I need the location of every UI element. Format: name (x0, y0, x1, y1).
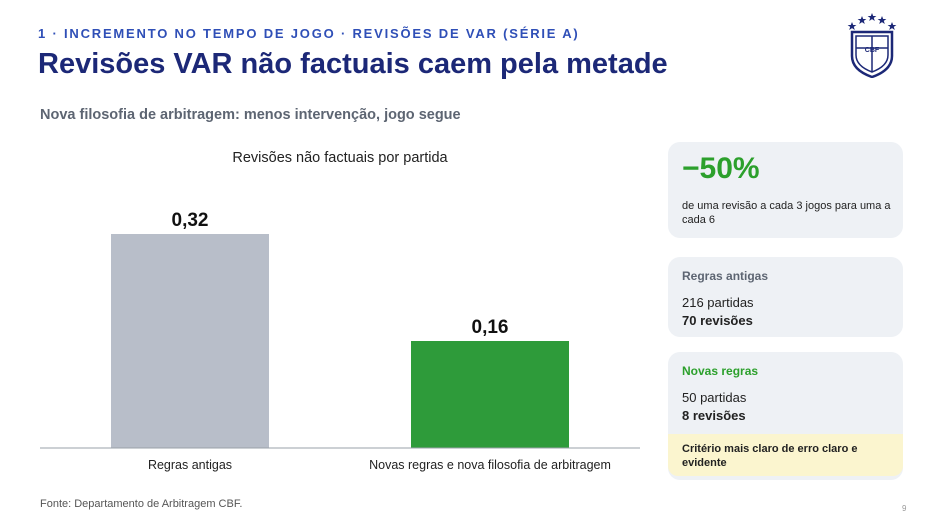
new-rules-label: Novas regras (682, 364, 759, 378)
old-rules-matches: 216 partidas (682, 295, 754, 310)
source-note: Fonte: Departamento de Arbitragem CBF. (40, 498, 243, 510)
new-rules-reviews: 8 revisões (682, 408, 746, 423)
page-title: Revisões VAR não factuais caem pela meta… (38, 48, 668, 80)
category-label-1: Regras antigas (148, 458, 232, 472)
cbf-logo: CBF (847, 13, 897, 78)
bar-value-label-1: 0,32 (172, 210, 209, 231)
old-rules-reviews: 70 revisões (682, 313, 753, 328)
criteria-note: Critério mais claro de erro claro e evid… (668, 434, 903, 476)
section-eyebrow: 1 · INCREMENTO NO TEMPO DE JOGO · REVISÕ… (38, 26, 580, 41)
reduction-card: −50% de uma revisão a cada 3 jogos para … (668, 142, 903, 238)
page-subtitle: Nova filosofia de arbitragem: menos inte… (40, 107, 461, 123)
logo-wordmark: CBF (865, 47, 880, 54)
bar-chart: 0,32 Regras antigas 0,16 Novas regras e nov… (40, 210, 640, 472)
category-label-2: Novas regras e nova filosofia de arbitra… (369, 458, 611, 472)
bar-value-label-2: 0,16 (472, 317, 509, 338)
criteria-note-text: Critério mais claro de erro claro e evid… (682, 443, 858, 469)
reduction-description: de uma revisão a cada 3 jogos para uma a… (682, 200, 891, 226)
bar-1 (111, 234, 269, 448)
chart-title: Revisões não factuais por partida (232, 150, 448, 166)
reduction-value: −50% (682, 152, 760, 185)
page-number: 9 (902, 504, 907, 513)
old-rules-card: Regras antigas 216 partidas 70 revisões (668, 257, 903, 337)
bar-2 (411, 341, 569, 448)
new-rules-matches: 50 partidas (682, 390, 747, 405)
old-rules-label: Regras antigas (682, 269, 769, 283)
